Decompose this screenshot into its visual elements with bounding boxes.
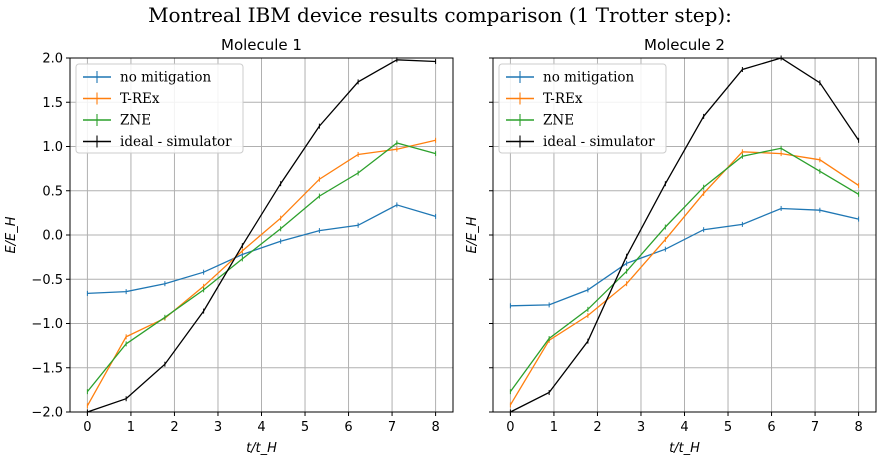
x-axis-label: t/t_H [669,441,700,456]
legend-label-1: T-REx [543,91,583,107]
panel-title: Molecule 1 [221,36,302,54]
legend-label-3: ideal - simulator [543,134,655,150]
legend-label-0: no mitigation [543,70,635,86]
series-line-2 [509,147,859,392]
legend-label-3: ideal - simulator [120,134,232,150]
x-tick-label: 3 [214,420,222,435]
series-line-1 [86,139,436,407]
x-tick-label: 1 [127,420,135,435]
series-line-3 [510,57,860,413]
x-tick-label: 5 [724,420,732,435]
y-axis-label: E/E_H [465,216,480,253]
y-tick-label: 0.5 [42,184,63,199]
x-tick-label: 0 [506,420,514,435]
x-tick-label: 3 [637,420,645,435]
legend-label-2: ZNE [120,113,151,129]
x-tick-label: 5 [301,420,309,435]
series-line-2 [86,142,436,393]
series-line-0 [510,207,859,307]
y-tick-label: −2.0 [31,406,63,421]
legend-label-2: ZNE [543,113,574,129]
y-tick-label: −1.5 [31,361,63,376]
legend-label-0: no mitigation [120,70,212,86]
y-tick-label: 1.5 [42,96,63,111]
series-line-1 [509,151,859,406]
x-axis-label: t/t_H [246,441,277,456]
x-tick-label: 4 [257,420,265,435]
legend-box [75,63,244,154]
y-axis-label: E/E_H [4,216,19,253]
panel-molecule-1: 0 1 2 3 4 5 6 7 8 2.0 1.5 1.0 0.5 0.0 −0.5 −1.0 −1.5 −2.0… [4,36,454,456]
x-tick-label: 4 [680,420,688,435]
x-tick-label: 2 [170,420,178,435]
y-tick-label: −1.0 [31,317,63,332]
x-tick-label: 8 [854,420,862,435]
x-tick-label: 8 [431,420,439,435]
series-line-3 [87,59,436,413]
panel-title: Molecule 2 [644,36,725,54]
legend-label-1: T-REx [120,91,160,107]
y-tick-label: −0.5 [31,273,63,288]
legend-box [498,63,667,154]
figure-suptitle: Montreal IBM device results comparison (… [148,3,732,27]
y-tick-label: 1.0 [42,140,63,155]
x-tick-label: 6 [344,420,352,435]
y-tick-label: 0.0 [42,229,63,244]
x-tick-label: 7 [811,420,819,435]
panel-molecule-2: 0 1 2 3 4 5 6 7 8 Molecule 2 t/t_H E/E_H no mitigati… [465,36,877,456]
x-tick-label: 6 [767,420,775,435]
series-line-0 [87,204,436,295]
x-tick-label: 2 [593,420,601,435]
x-tick-label: 1 [550,420,558,435]
x-tick-label: 7 [388,420,396,435]
x-tick-label: 0 [83,420,91,435]
y-tick-label: 2.0 [42,52,63,67]
